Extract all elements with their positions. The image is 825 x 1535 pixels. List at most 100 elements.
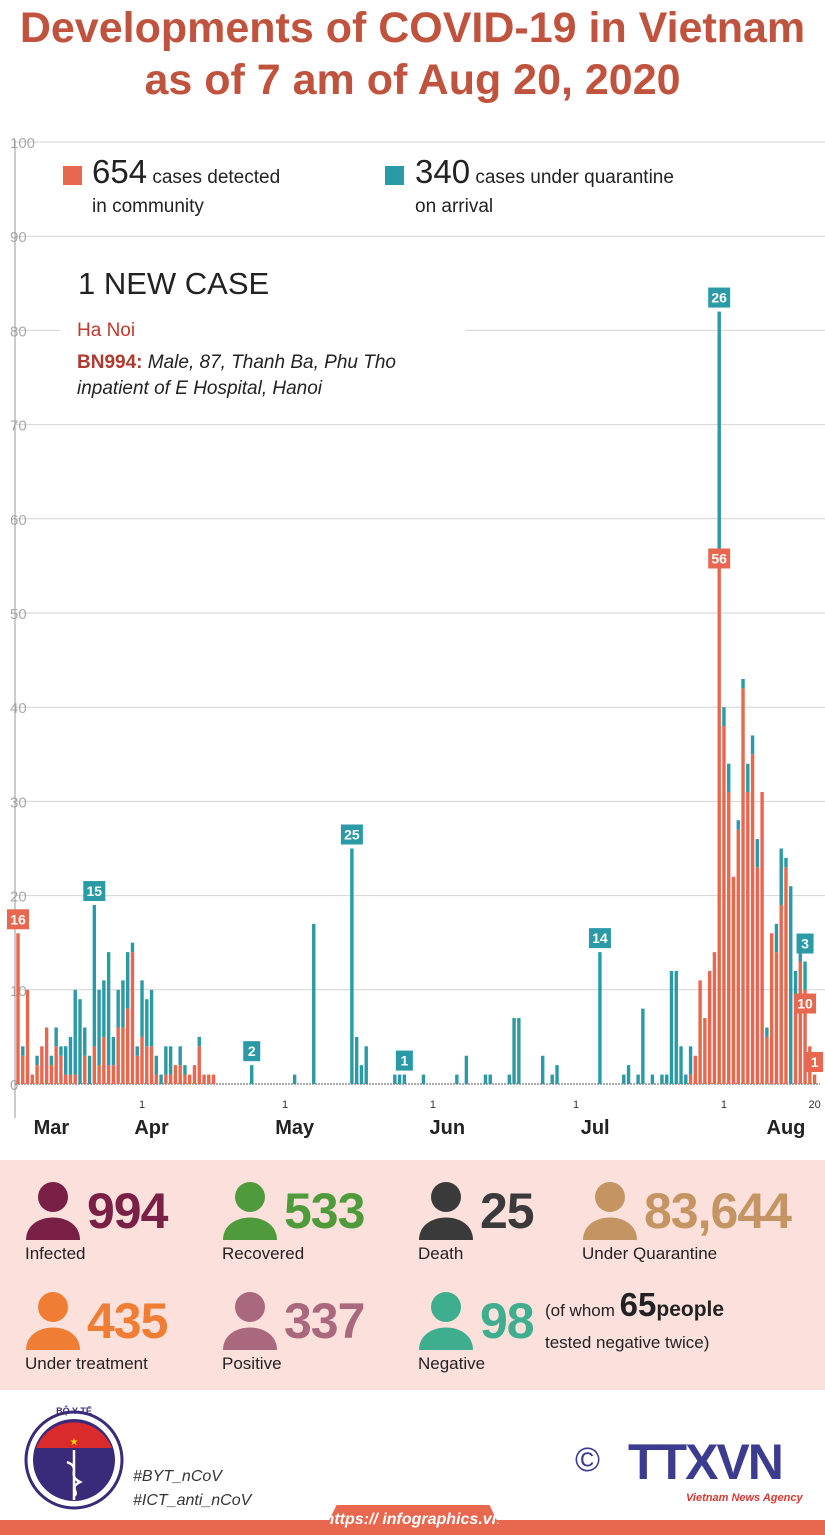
bar-imported	[674, 970, 678, 1084]
note-suffix: people	[656, 1298, 725, 1321]
bar-imported	[178, 1046, 182, 1066]
bar-imported	[555, 1065, 559, 1084]
stat-label: Death	[418, 1244, 464, 1263]
bar-community	[145, 1046, 149, 1084]
legend-community: 654 cases detected in community	[63, 154, 280, 218]
person-icon	[26, 1292, 80, 1350]
url-tab[interactable]: https:// infographics.vn	[322, 1505, 504, 1535]
y-tick-label: 90	[10, 229, 27, 246]
bar-imported	[135, 1046, 139, 1056]
legend-imported-count: 340	[415, 153, 471, 190]
website-link[interactable]: https:// infographics.vn	[324, 1511, 502, 1528]
bar-imported	[541, 1055, 545, 1084]
bar-community	[784, 867, 788, 1084]
stat-label: Under Quarantine	[582, 1244, 718, 1263]
bar-community	[16, 933, 20, 1084]
bar-imported	[364, 1046, 368, 1084]
copyright-icon: ©	[575, 1441, 601, 1479]
bar-imported	[54, 1027, 58, 1047]
bar-community	[736, 829, 740, 1084]
bar-community	[126, 1008, 130, 1084]
bar-imported	[397, 1074, 402, 1084]
bar-imported	[164, 1046, 168, 1075]
ttxvn-logo: TTXVN	[628, 1434, 784, 1490]
bar-community	[760, 791, 764, 1084]
month-label: Mar	[34, 1117, 70, 1139]
person-icon	[419, 1182, 473, 1240]
bar-imported	[507, 1074, 512, 1084]
bar-imported	[779, 848, 783, 906]
month-label: Apr	[134, 1117, 169, 1139]
bar-community	[64, 1074, 68, 1084]
data-label-box	[794, 993, 817, 1014]
x-tick-label: 1	[573, 1099, 579, 1111]
bar-community	[731, 876, 736, 1084]
bar-imported	[145, 999, 149, 1047]
bar-community	[707, 970, 712, 1084]
stat-label: Infected	[25, 1244, 86, 1263]
svg-text:★: ★	[70, 1437, 79, 1448]
bar-imported	[660, 1074, 664, 1084]
bar-community	[30, 1074, 35, 1084]
data-label: 56	[711, 550, 727, 566]
bar-imported	[168, 1046, 173, 1075]
data-label: 2	[248, 1043, 256, 1059]
bar-imported	[35, 1055, 39, 1066]
legend-imported-label: cases under quarantine	[475, 167, 674, 188]
bar-community	[202, 1074, 206, 1084]
bar-imported	[455, 1074, 459, 1084]
stat-value: 25	[480, 1183, 535, 1239]
bar-imported	[402, 1074, 407, 1084]
legend-community-count: 654	[92, 153, 148, 190]
bar-community	[73, 1074, 77, 1084]
note-count: 65	[619, 1286, 657, 1323]
data-label: 10	[797, 996, 813, 1012]
bar-community	[698, 980, 702, 1084]
bar-imported	[688, 1046, 693, 1075]
bar-imported	[197, 1036, 201, 1047]
data-label-box	[708, 287, 731, 308]
bar-imported	[722, 707, 726, 727]
bar-community	[149, 1046, 154, 1084]
bar-imported	[359, 1065, 364, 1084]
bar-imported	[68, 1036, 73, 1075]
data-label: 1	[400, 1053, 408, 1069]
new-case-detail: BN994: Male, 87, Thanh Ba, Phu Tho inpati…	[77, 350, 396, 402]
bar-imported	[250, 1065, 254, 1084]
data-label: 16	[10, 911, 26, 927]
bar-imported	[550, 1074, 554, 1084]
bar-community	[25, 989, 30, 1084]
data-label-box	[7, 909, 29, 930]
data-label-box	[340, 824, 363, 845]
bar-imported	[350, 848, 354, 1084]
bar-imported	[78, 999, 82, 1084]
bar-imported	[517, 1018, 521, 1084]
bar-community	[135, 1055, 139, 1084]
stat-value: 98	[480, 1293, 535, 1349]
bar-imported	[106, 952, 111, 1066]
bar-imported	[354, 1036, 359, 1084]
x-tick-label: 1	[721, 1099, 727, 1111]
y-tick-label: 40	[10, 700, 27, 717]
data-label-box	[243, 1041, 261, 1062]
hashtag: #BYT_nCoV	[133, 1468, 222, 1485]
patient-desc: Male, 87, Thanh Ba, Phu Tho	[147, 352, 396, 373]
bar-imported	[684, 1074, 688, 1084]
bar-community	[178, 1065, 182, 1084]
month-label: May	[275, 1117, 315, 1139]
bar-community	[211, 1074, 216, 1084]
bar-community	[49, 1065, 54, 1084]
person-icon	[223, 1292, 277, 1350]
bar-imported	[21, 1046, 25, 1056]
bar-imported	[130, 942, 135, 953]
data-label: 15	[87, 883, 103, 899]
new-case-city: Ha Noi	[77, 320, 136, 341]
agency-subtitle: Vietnam News Agency	[686, 1492, 803, 1504]
bar-community	[727, 791, 731, 1084]
hashtag: #ICT_anti_nCoV	[133, 1492, 252, 1509]
bar-imported	[665, 1074, 669, 1084]
bar-imported	[679, 1046, 683, 1084]
bar-imported	[59, 1046, 63, 1056]
bar-imported	[512, 1018, 516, 1084]
bar-imported	[126, 952, 130, 1009]
